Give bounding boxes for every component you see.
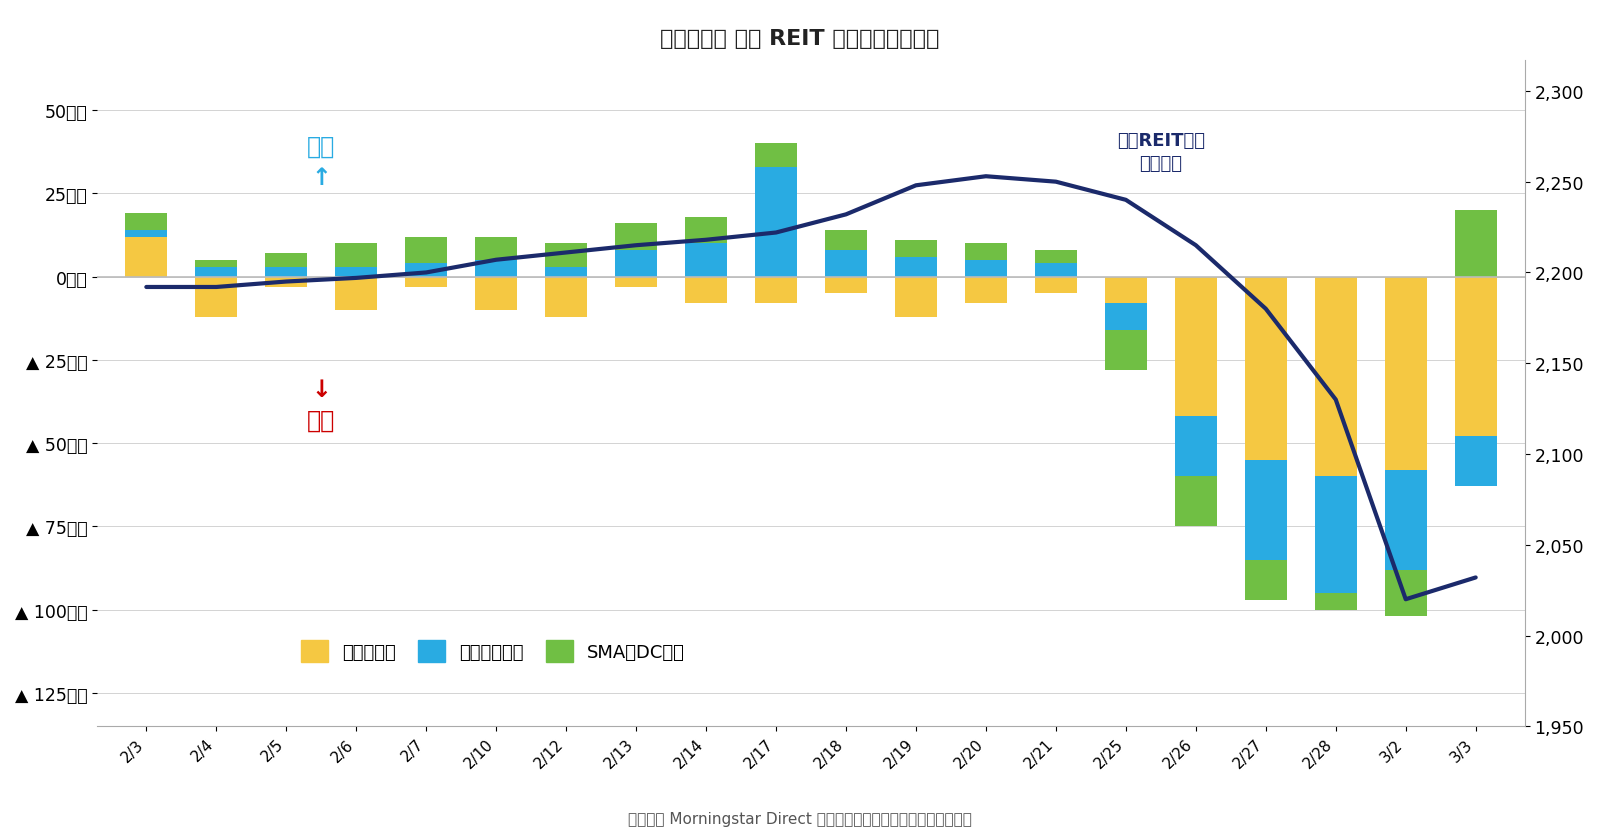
Bar [1105,278,1146,303]
Bar [475,237,516,261]
Bar [125,231,168,237]
Bar [405,264,448,278]
Bar [895,278,937,317]
Bar [1455,278,1497,437]
Bar [475,278,516,310]
Bar [1385,470,1426,570]
Bar [1175,477,1217,527]
Bar [825,278,867,294]
Bar [1385,570,1426,617]
Bar [895,257,937,278]
Bar [265,254,307,268]
Bar [195,261,237,268]
Bar [195,268,237,278]
Bar [1035,278,1076,294]
Bar [1244,461,1287,560]
Bar [1455,211,1497,278]
Bar [336,244,377,268]
Bar [545,268,587,278]
Text: 【図表４】 国内 REIT の推計資金流出入: 【図表４】 国内 REIT の推計資金流出入 [660,29,939,49]
Bar [1175,417,1217,477]
Bar [336,278,377,310]
Bar [616,251,657,278]
Bar [964,261,1007,278]
Bar [1244,560,1287,600]
Bar [405,278,448,288]
Bar [1035,251,1076,264]
Text: 東証REIT指数
（右軸）: 東証REIT指数 （右軸） [1116,132,1204,173]
Bar [336,268,377,278]
Bar [545,278,587,317]
Bar [1035,264,1076,278]
Bar [964,244,1007,261]
Bar [964,278,1007,303]
Bar [1105,330,1146,370]
Bar [825,231,867,251]
Bar [1314,594,1356,610]
Bar [684,217,728,244]
Legend: アクティブ, インデックス, SMA・DC専用: アクティブ, インデックス, SMA・DC専用 [293,631,694,670]
Bar [1314,477,1356,594]
Bar [684,278,728,303]
Text: 流入
↑: 流入 ↑ [307,134,336,190]
Bar [1455,437,1497,487]
Bar [195,278,237,317]
Text: ↓
流出: ↓ 流出 [307,377,336,432]
Bar [1244,278,1287,461]
Bar [684,244,728,278]
Bar [1314,278,1356,477]
Bar [1385,278,1426,470]
Bar [545,244,587,268]
Bar [755,167,796,278]
Bar [1105,303,1146,330]
Bar [1175,278,1217,417]
Bar [755,278,796,303]
Text: （資料） Morningstar Direct より作成。参考のため３月３日まで。: （資料） Morningstar Direct より作成。参考のため３月３日まで… [627,811,972,826]
Bar [265,268,307,278]
Bar [265,278,307,288]
Bar [825,251,867,278]
Bar [616,224,657,251]
Bar [405,237,448,264]
Bar [895,241,937,257]
Bar [125,214,168,231]
Bar [616,278,657,288]
Bar [125,237,168,278]
Bar [475,261,516,278]
Bar [755,144,796,167]
